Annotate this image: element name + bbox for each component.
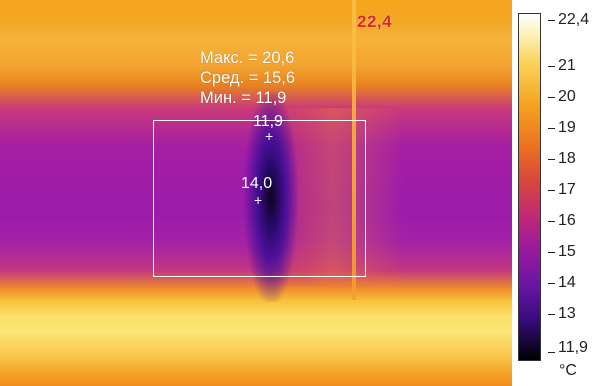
stat-avg: Сред. = 15,6 <box>200 69 296 87</box>
tick-label: 15 <box>558 243 576 260</box>
center-spot-crosshair-icon[interactable]: + <box>254 192 263 208</box>
stat-min: Мин. = 11,9 <box>200 89 287 107</box>
center-spot-label: 14,0 <box>241 175 273 192</box>
vertical-pipe <box>352 0 356 300</box>
tick-label: 13 <box>558 305 576 322</box>
tick-label: 16 <box>558 212 576 229</box>
tick-label: 18 <box>558 150 576 167</box>
scale-tick <box>548 128 555 129</box>
unit-label: °C <box>559 362 577 379</box>
tick-label: 21 <box>558 57 576 74</box>
scale-tick <box>548 66 555 67</box>
min-spot-crosshair-icon[interactable]: + <box>265 128 274 144</box>
scale-tick <box>548 314 555 315</box>
thermal-image: Макс. = 20,6 Сред. = 15,6 Мин. = 11,9 11… <box>0 0 512 386</box>
cold-spot-region <box>236 92 306 302</box>
warm-wall-region <box>270 108 512 286</box>
tick-label-min: 11,9 <box>558 339 588 356</box>
tick-label: 20 <box>558 88 576 105</box>
tick-label: 14 <box>558 274 576 291</box>
scale-tick <box>548 190 555 191</box>
scale-tick <box>548 283 555 284</box>
hot-spot-label: 22,4 <box>357 12 393 31</box>
tick-label: 19 <box>558 119 576 136</box>
scale-tick <box>548 352 555 353</box>
scale-tick <box>548 252 555 253</box>
stat-max: Макс. = 20,6 <box>200 49 295 67</box>
tick-label-max: 22,4 <box>558 11 590 28</box>
tick-label: 17 <box>558 181 576 198</box>
temperature-color-scale <box>518 13 541 361</box>
measurement-stats: Макс. = 20,6 Сред. = 15,6 Мин. = 11,9 <box>200 48 295 108</box>
scale-tick-labels: 22,4 21 20 19 18 17 16 15 14 13 11,9 <box>548 0 609 386</box>
scale-tick <box>548 97 555 98</box>
scale-tick <box>548 221 555 222</box>
scale-tick <box>548 20 555 21</box>
scale-tick <box>548 159 555 160</box>
measurement-box[interactable] <box>153 120 366 277</box>
min-spot-label: 11,9 <box>253 113 283 130</box>
